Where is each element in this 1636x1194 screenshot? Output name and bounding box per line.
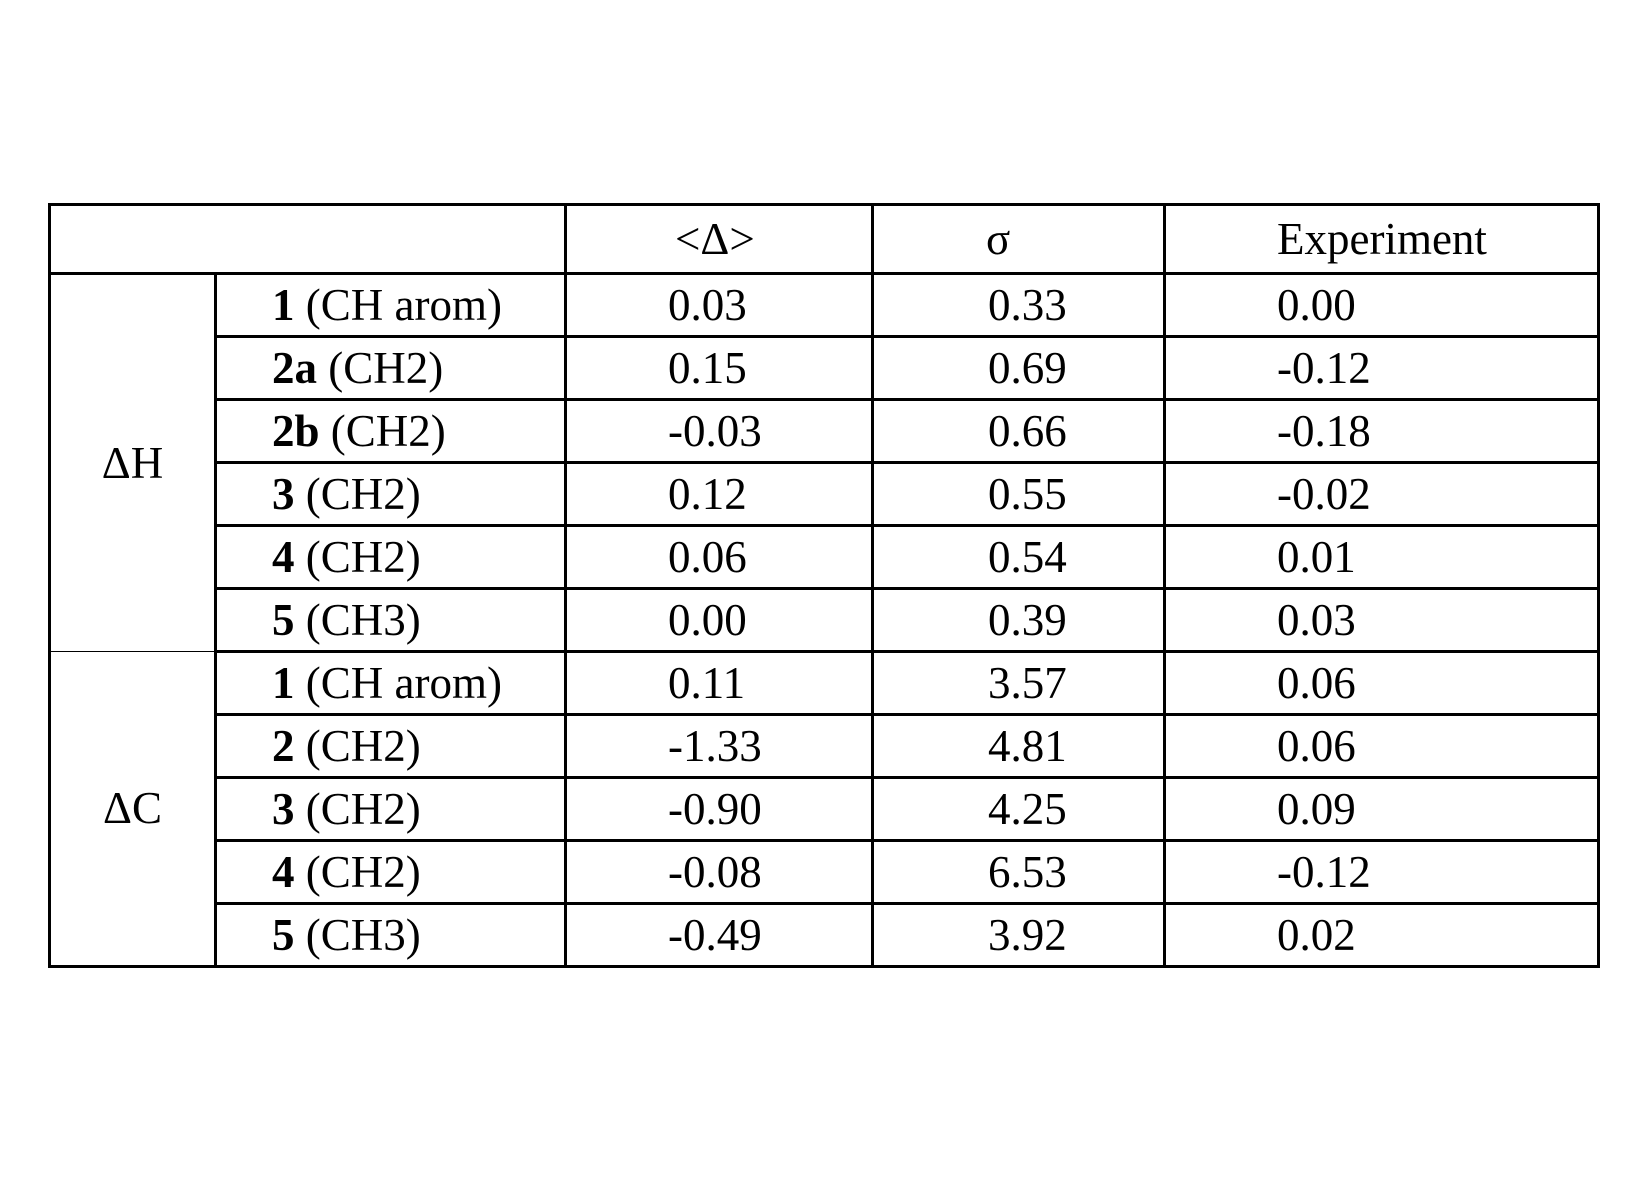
- experiment-cell: 0.06: [1163, 650, 1600, 716]
- row-group: (CH2): [328, 342, 444, 393]
- sigma-cell: 4.25: [871, 776, 1166, 842]
- experiment-cell: -0.02: [1163, 461, 1600, 527]
- row-group: (CH2): [305, 783, 421, 834]
- mean-delta-cell: 0.15: [564, 335, 874, 401]
- sigma-cell: 0.66: [871, 398, 1166, 464]
- mean-delta-cell: 0.06: [564, 524, 874, 590]
- row-id: 3: [272, 783, 295, 834]
- table-row: 2 (CH2) -1.33 4.81 0.06: [50, 713, 1600, 779]
- mean-delta-cell: -1.33: [564, 713, 874, 779]
- row-label: 4 (CH2): [214, 524, 567, 590]
- row-group: (CH2): [305, 531, 421, 582]
- mean-delta-cell: 0.12: [564, 461, 874, 527]
- row-group: (CH2): [305, 720, 421, 771]
- table-row: ΔH 1 (CH arom) 0.03 0.33 0.00: [48, 272, 1600, 652]
- table-row: 4 (CH2) -0.08 6.53 -0.12: [50, 839, 1600, 905]
- sigma-cell: 4.81: [871, 713, 1166, 779]
- table-row: 2b (CH2) -0.03 0.66 -0.18: [50, 398, 1600, 464]
- table-row: 5 (CH3) 0.00 0.39 0.03: [50, 587, 1600, 653]
- table-row: 5 (CH3) -0.49 3.92 0.02: [50, 902, 1600, 968]
- row-label: 1 (CH arom): [214, 650, 567, 716]
- row-id: 4: [272, 531, 295, 582]
- row-group: (CH3): [305, 594, 421, 645]
- row-group: (CH2): [330, 405, 446, 456]
- row-id: 2b: [272, 405, 320, 456]
- sigma-cell: 0.54: [871, 524, 1166, 590]
- row-label: 1 (CH arom): [214, 272, 567, 338]
- row-label: 5 (CH3): [214, 587, 567, 653]
- table-row: ΔC 1 (CH arom) 0.11 3.57 0.06: [48, 650, 1600, 968]
- experiment-cell: -0.12: [1163, 335, 1600, 401]
- sigma-cell: 3.57: [871, 650, 1166, 716]
- header-sigma: σ: [871, 203, 1166, 275]
- sigma-cell: 0.69: [871, 335, 1166, 401]
- mean-delta-cell: -0.03: [564, 398, 874, 464]
- row-label: 2 (CH2): [214, 713, 567, 779]
- row-id: 2: [272, 720, 295, 771]
- group-label-delta-c: ΔC: [48, 651, 217, 968]
- group-label-delta-h: ΔH: [48, 272, 217, 652]
- row-label: 3 (CH2): [214, 776, 567, 842]
- row-label: 2b (CH2): [214, 398, 567, 464]
- row-group: (CH3): [305, 909, 421, 960]
- row-label: 3 (CH2): [214, 461, 567, 527]
- mean-delta-cell: -0.49: [564, 902, 874, 968]
- sigma-cell: 6.53: [871, 839, 1166, 905]
- row-id: 1: [272, 657, 295, 708]
- row-group: (CH arom): [305, 279, 502, 330]
- row-id: 3: [272, 468, 295, 519]
- header-experiment: Experiment: [1163, 203, 1600, 275]
- row-id: 5: [272, 909, 295, 960]
- sigma-cell: 3.92: [871, 902, 1166, 968]
- sigma-cell: 0.55: [871, 461, 1166, 527]
- experiment-cell: 0.06: [1163, 713, 1600, 779]
- row-group: (CH2): [305, 846, 421, 897]
- table-row: 2a (CH2) 0.15 0.69 -0.12: [50, 335, 1600, 401]
- experiment-cell: -0.18: [1163, 398, 1600, 464]
- table-row: 3 (CH2) -0.90 4.25 0.09: [50, 776, 1600, 842]
- row-id: 1: [272, 279, 295, 330]
- header-mean-delta: <Δ>: [564, 203, 874, 275]
- sigma-cell: 0.33: [871, 272, 1166, 338]
- row-group: (CH2): [305, 468, 421, 519]
- mean-delta-cell: 0.03: [564, 272, 874, 338]
- data-table: <Δ> σ Experiment ΔH 1 (CH arom) 0.03 0.3…: [48, 203, 1600, 968]
- header-empty-cell: [48, 203, 567, 275]
- table-row: 3 (CH2) 0.12 0.55 -0.02: [50, 461, 1600, 527]
- experiment-cell: 0.00: [1163, 272, 1600, 338]
- sigma-cell: 0.39: [871, 587, 1166, 653]
- header-row: <Δ> σ Experiment: [48, 203, 1600, 275]
- mean-delta-cell: -0.08: [564, 839, 874, 905]
- experiment-cell: -0.12: [1163, 839, 1600, 905]
- experiment-cell: 0.09: [1163, 776, 1600, 842]
- row-label: 5 (CH3): [214, 902, 567, 968]
- row-id: 4: [272, 846, 295, 897]
- row-group: (CH arom): [305, 657, 502, 708]
- experiment-cell: 0.03: [1163, 587, 1600, 653]
- mean-delta-cell: 0.11: [564, 650, 874, 716]
- experiment-cell: 0.02: [1163, 902, 1600, 968]
- row-id: 5: [272, 594, 295, 645]
- table-row: 4 (CH2) 0.06 0.54 0.01: [50, 524, 1600, 590]
- mean-delta-cell: 0.00: [564, 587, 874, 653]
- row-label: 2a (CH2): [214, 335, 567, 401]
- experiment-cell: 0.01: [1163, 524, 1600, 590]
- mean-delta-cell: -0.90: [564, 776, 874, 842]
- row-id: 2a: [272, 342, 317, 393]
- row-label: 4 (CH2): [214, 839, 567, 905]
